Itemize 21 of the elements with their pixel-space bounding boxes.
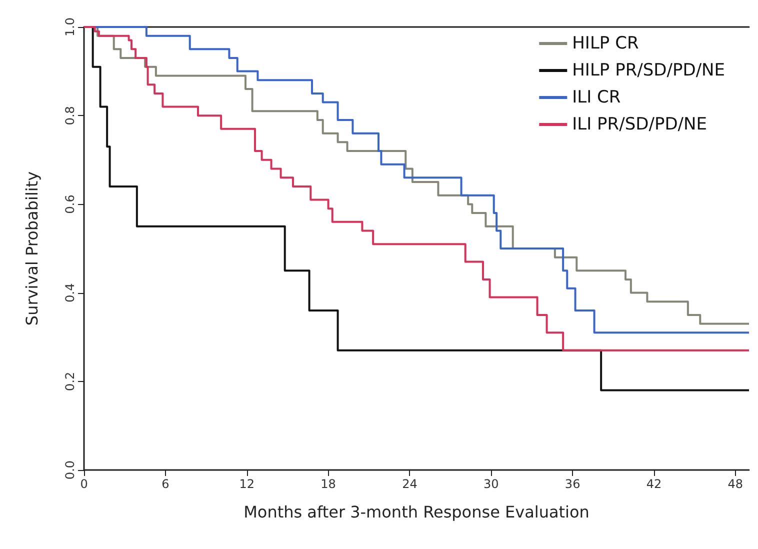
- y-tick-label: 0.8: [63, 106, 77, 126]
- legend-label: ILI CR: [572, 88, 621, 108]
- x-tick-label: 12: [239, 477, 254, 491]
- y-tick-label: 0.0: [63, 460, 77, 480]
- y-tick-label: 0.6: [63, 194, 77, 214]
- y-tick-label: 0.4: [63, 283, 77, 302]
- y-tick-label: 1.0: [63, 17, 77, 37]
- x-tick-label: 24: [402, 477, 418, 491]
- x-tick-label: 42: [646, 477, 662, 491]
- x-axis-title: Months after 3-month Response Evaluation: [244, 502, 590, 522]
- x-tick-label: 48: [728, 477, 744, 491]
- legend-label: HILP CR: [572, 34, 639, 54]
- x-tick-label: 36: [564, 477, 580, 491]
- x-tick-label: 0: [80, 477, 88, 491]
- x-tick-label: 18: [320, 477, 336, 491]
- legend-label: HILP PR/SD/PD/NE: [572, 60, 726, 80]
- x-tick-label: 6: [162, 477, 170, 491]
- x-tick-label: 30: [484, 477, 499, 491]
- y-axis-title: Survival Probability: [22, 171, 42, 326]
- legend-label: ILI PR/SD/PD/NE: [572, 114, 707, 134]
- y-tick-label: 0.2: [63, 372, 77, 391]
